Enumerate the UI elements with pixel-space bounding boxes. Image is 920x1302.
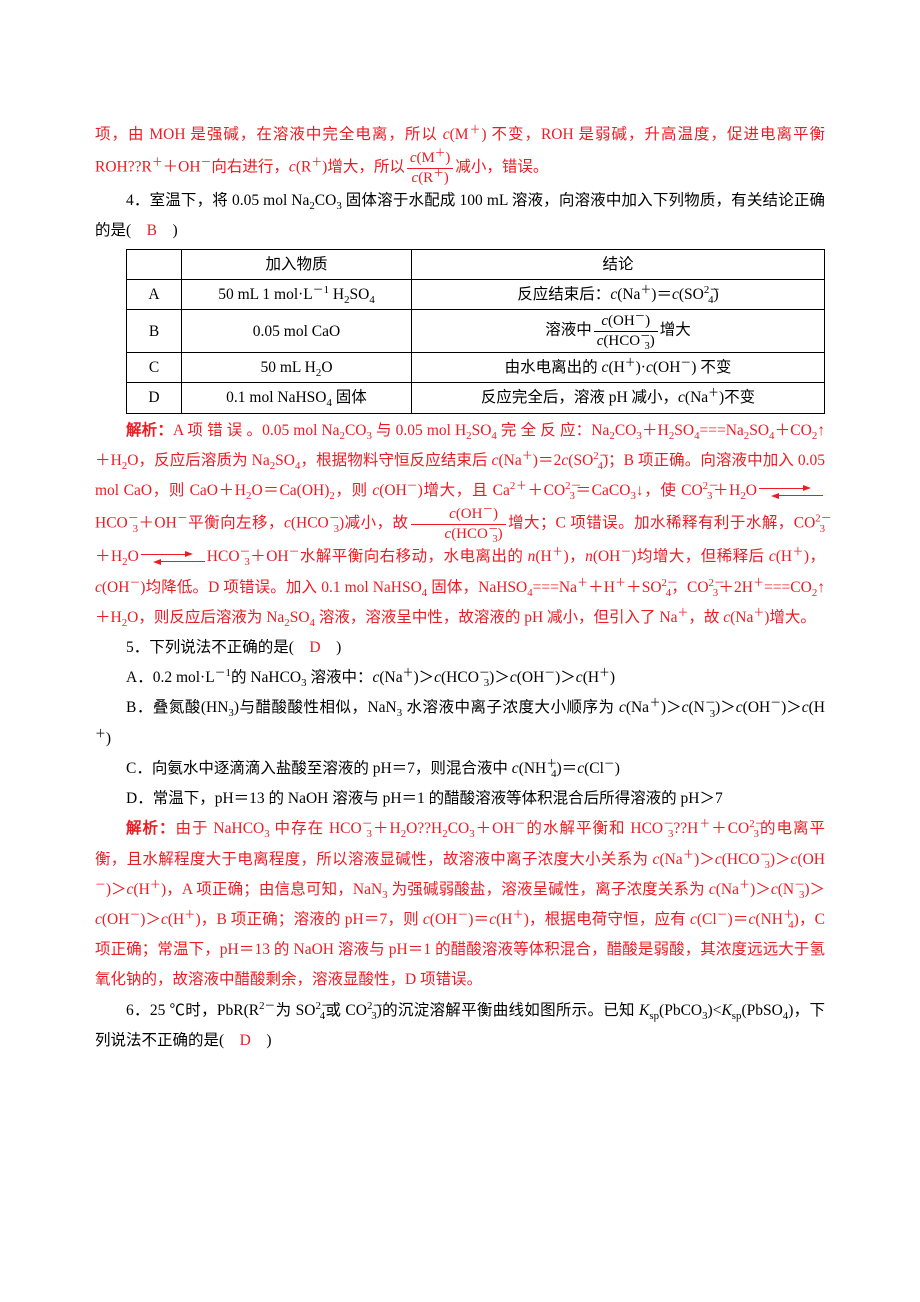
option-5A: A．0.2 mol·L－1的 NaHCO3 溶液中：c(Na＋)＞c(HCO－3…	[95, 663, 825, 693]
text: 减小，错误。	[455, 159, 548, 176]
row-label: D	[127, 383, 182, 413]
question-4: 4．室温下，将 0.05 mol Na2CO3 固体溶于水配成 100 mL 溶…	[95, 186, 825, 246]
th-add: 加入物质	[182, 249, 412, 279]
cell-add: 50 mL 1 mol·L－1 H2SO4	[182, 279, 412, 309]
question-6: 6．25 ℃时，PbR(R2－为 SO2－4或 CO2－3)的沉淀溶解平衡曲线如…	[95, 996, 825, 1056]
equilibrium-arrow-icon	[141, 554, 205, 562]
text: 增大，所以	[327, 159, 405, 176]
table-row: C 50 mL H2O 由水电离出的 c(H＋)·c(OH－) 不变	[127, 353, 825, 383]
cell-add: 50 mL H2O	[182, 353, 412, 383]
solution-label: 解析：	[126, 820, 176, 837]
th-concl: 结论	[412, 249, 825, 279]
answer-4: B	[147, 222, 157, 239]
solution-4: 解析：A 项 错 误 。0.05 mol Na2CO3 与 0.05 mol H…	[95, 416, 825, 633]
option-5D: D．常温下，pH＝13 的 NaOH 溶液与 pH＝1 的醋酸溶液等体积混合后所…	[95, 784, 825, 814]
text: )	[321, 639, 342, 656]
cell-concl: 由水电离出的 c(H＋)·c(OH－) 不变	[412, 353, 825, 383]
th-blank	[127, 249, 182, 279]
solution-5: 解析：由于 NaHCO3 中存在 HCO－3＋H2O??H2CO3＋OH－的水解…	[95, 814, 825, 995]
equilibrium-arrow-icon	[759, 488, 823, 496]
row-label: B	[127, 310, 182, 353]
prev-solution-tail: 项，由 MOH 是强碱，在溶液中完全电离，所以 c(M＋) 不变，ROH 是弱碱…	[95, 120, 825, 186]
table-header-row: 加入物质 结论	[127, 249, 825, 279]
option-5B: B．叠氮酸(HN3)与醋酸酸性相似，NaN3 水溶液中离子浓度大小顺序为 c(N…	[95, 693, 825, 753]
solution-label: 解析：	[126, 422, 173, 439]
option-5C: C．向氨水中逐滴滴入盐酸至溶液的 pH＝7，则混合液中 c(NH＋4)＝c(Cl…	[95, 754, 825, 784]
answer-6: D	[240, 1032, 251, 1049]
text: 4．室温下，将 0.05 mol Na	[126, 192, 309, 209]
fraction-cOH-cHCO3: c(OH－)c(HCO－3)	[594, 313, 658, 349]
question-5: 5．下列说法不正确的是( D )	[95, 633, 825, 663]
text: 向右进行，	[211, 159, 289, 176]
cell-add: 0.05 mol CaO	[182, 310, 412, 353]
text: )	[157, 222, 178, 239]
row-label: C	[127, 353, 182, 383]
text: CO	[315, 192, 337, 209]
text: ＋OH	[163, 159, 201, 176]
cell-concl: 反应结束后：c(Na＋)＝c(SO2－4)	[412, 279, 825, 309]
cell-add: 0.1 mol NaHSO4 固体	[182, 383, 412, 413]
cell-concl: 溶液中c(OH－)c(HCO－3)增大	[412, 310, 825, 353]
table-row: A 50 mL 1 mol·L－1 H2SO4 反应结束后：c(Na＋)＝c(S…	[127, 279, 825, 309]
table-row: D 0.1 mol NaHSO4 固体 反应完全后，溶液 pH 减小，c(Na＋…	[127, 383, 825, 413]
text: 项，由 MOH 是强碱，在溶液中完全电离，所以	[95, 126, 443, 143]
fraction-cOH-cHCO3: c(OH－)c(HCO－3)	[411, 506, 506, 542]
q4-table: 加入物质 结论 A 50 mL 1 mol·L－1 H2SO4 反应结束后：c(…	[126, 249, 825, 414]
cell-concl: 反应完全后，溶液 pH 减小，c(Na＋)不变	[412, 383, 825, 413]
table-row: B 0.05 mol CaO 溶液中c(OH－)c(HCO－3)增大	[127, 310, 825, 353]
fraction-cM-cR: c(M＋)c(R＋)	[407, 150, 454, 186]
row-label: A	[127, 279, 182, 309]
answer-5: D	[309, 639, 320, 656]
text: 5．下列说法不正确的是(	[126, 639, 309, 656]
